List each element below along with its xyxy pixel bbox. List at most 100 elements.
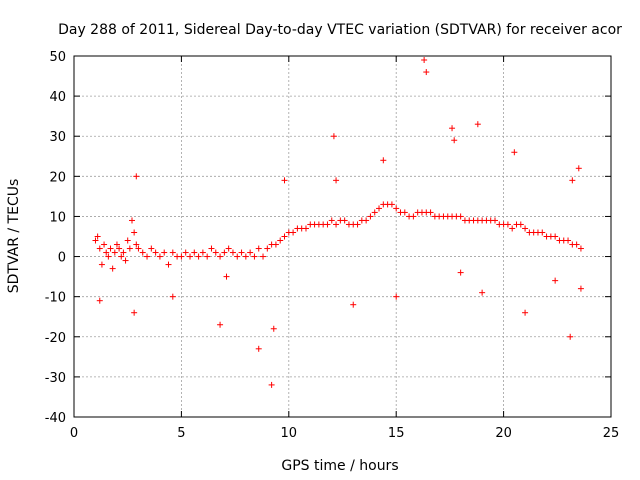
data-points	[92, 57, 584, 388]
data-point	[277, 237, 284, 244]
grid-lines	[74, 56, 611, 417]
data-point	[457, 213, 464, 220]
data-point	[144, 253, 151, 260]
x-tick-label: 25	[603, 426, 620, 441]
data-point	[103, 249, 110, 256]
data-point	[128, 217, 135, 224]
data-point	[186, 253, 193, 260]
data-point	[376, 205, 383, 212]
data-point	[272, 241, 279, 248]
data-point	[328, 217, 335, 224]
data-point	[109, 265, 116, 272]
data-point	[169, 249, 176, 256]
data-point	[410, 213, 417, 220]
data-point	[98, 261, 105, 268]
data-point	[113, 241, 120, 248]
data-point	[133, 173, 140, 180]
data-point	[135, 245, 142, 252]
data-point	[567, 333, 574, 340]
y-tick-label: 30	[49, 130, 66, 145]
data-point	[120, 249, 127, 256]
data-point	[238, 249, 245, 256]
y-tick-label: -20	[45, 331, 66, 346]
data-point	[199, 249, 206, 256]
data-point	[552, 233, 559, 240]
data-point	[212, 249, 219, 256]
y-tick-label: -30	[45, 371, 66, 386]
data-point	[161, 249, 168, 256]
data-point	[165, 261, 172, 268]
data-point	[126, 245, 133, 252]
data-point	[96, 297, 103, 304]
x-tick-label: 10	[281, 426, 298, 441]
data-point	[281, 233, 288, 240]
data-point	[131, 309, 138, 316]
data-point	[152, 249, 159, 256]
y-tick-label: 20	[49, 170, 66, 185]
x-tick-label: 5	[177, 426, 185, 441]
data-point	[242, 253, 249, 260]
data-point	[111, 249, 118, 256]
data-point	[148, 245, 155, 252]
data-point	[569, 177, 576, 184]
data-point	[393, 293, 400, 300]
data-point	[575, 165, 582, 172]
x-tick-label: 0	[70, 426, 78, 441]
data-point	[302, 225, 309, 232]
data-point	[223, 273, 230, 280]
data-point	[107, 245, 114, 252]
data-point	[92, 237, 99, 244]
x-axis-label: GPS time / hours	[281, 458, 398, 474]
data-point	[367, 213, 374, 220]
data-point	[270, 325, 277, 332]
data-point	[341, 217, 348, 224]
y-tick-label: 10	[49, 210, 66, 225]
data-point	[247, 249, 254, 256]
data-point	[451, 137, 458, 144]
data-point	[195, 253, 202, 260]
data-point	[350, 301, 357, 308]
data-point	[255, 245, 262, 252]
y-tick-label: 40	[49, 90, 66, 105]
y-tick-label: -10	[45, 291, 66, 306]
data-point	[156, 253, 163, 260]
data-point	[423, 69, 430, 76]
data-point	[517, 221, 524, 228]
y-axis-label: SDTVAR / TECUs	[6, 179, 22, 294]
data-point	[401, 209, 408, 216]
y-tick-label: 50	[49, 50, 66, 65]
data-point	[427, 209, 434, 216]
data-point	[522, 225, 529, 232]
data-point	[511, 149, 518, 156]
data-point	[122, 257, 129, 264]
chart-title: Day 288 of 2011, Sidereal Day-to-day VTE…	[58, 22, 622, 38]
plot-frame	[73, 55, 612, 418]
data-point	[388, 201, 395, 208]
data-point	[204, 253, 211, 260]
data-point	[105, 253, 112, 260]
data-point	[354, 221, 361, 228]
data-point	[573, 241, 580, 248]
data-point	[260, 253, 267, 260]
data-point	[101, 241, 108, 248]
x-tick-label: 20	[495, 426, 512, 441]
data-point	[504, 221, 511, 228]
data-point	[449, 125, 456, 132]
data-point	[208, 245, 215, 252]
axis-ticks: 0 5 10 15 20 25 -40 -30 -20 -10 0 10 20 30 40 50	[45, 50, 620, 441]
data-point	[131, 229, 138, 236]
data-point	[139, 249, 146, 256]
data-point	[178, 253, 185, 260]
data-point	[290, 229, 297, 236]
data-point	[251, 253, 258, 260]
data-point	[330, 133, 337, 140]
data-point	[116, 245, 123, 252]
data-point	[474, 121, 481, 128]
data-point	[371, 209, 378, 216]
data-point	[380, 157, 387, 164]
data-point	[234, 253, 241, 260]
data-point	[229, 249, 236, 256]
data-point	[182, 249, 189, 256]
data-point	[577, 245, 584, 252]
